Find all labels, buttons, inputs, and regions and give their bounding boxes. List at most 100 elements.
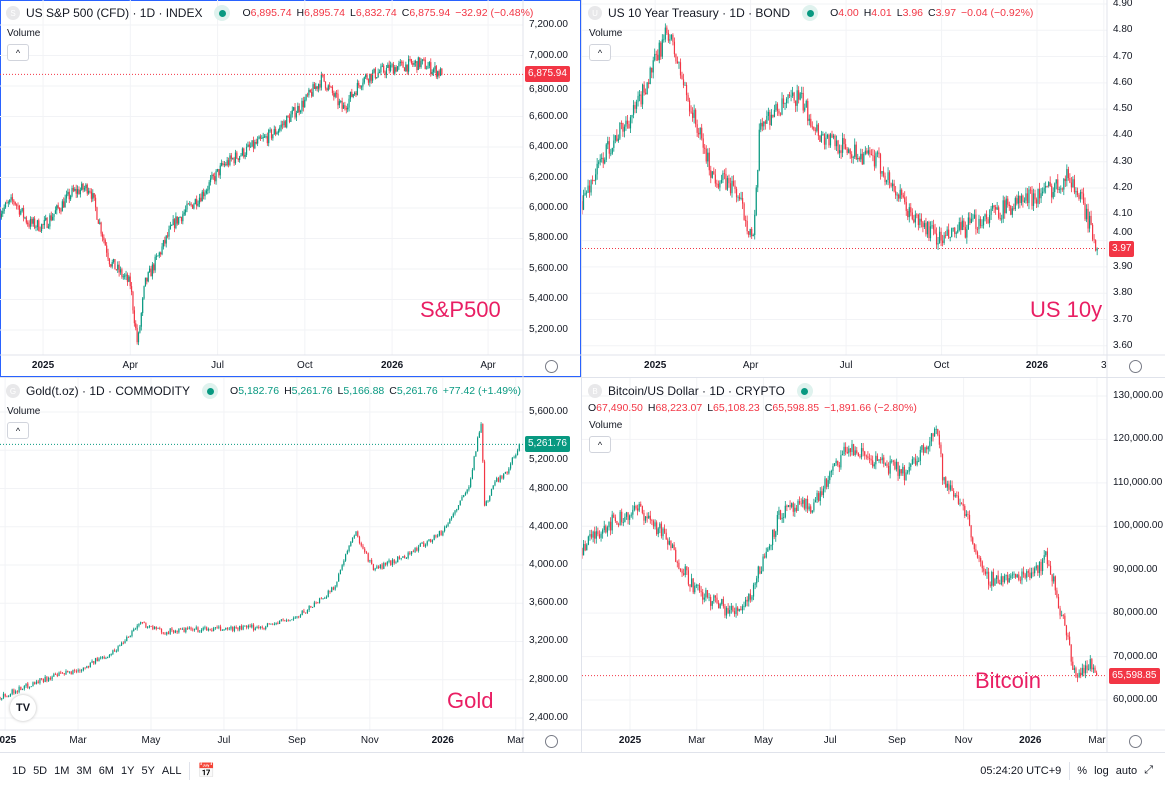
candle-body [698, 132, 700, 135]
candle-body [978, 218, 980, 230]
candle-body [32, 682, 34, 687]
ohlc-key: C [401, 7, 410, 19]
chart-tag-label: US 10y [1030, 297, 1103, 322]
range-5d[interactable]: 5D [33, 764, 48, 777]
candle-body [600, 533, 602, 538]
candle-body [798, 90, 800, 100]
candle-body [250, 146, 252, 148]
auto-toggle[interactable]: auto [1115, 764, 1138, 777]
candle-body [698, 585, 701, 591]
candle-body [306, 610, 309, 614]
candle-body [995, 207, 997, 210]
candle-body [779, 113, 782, 115]
candle-body [272, 134, 274, 139]
axis-settings-icon[interactable] [1129, 735, 1142, 748]
candle-body [1024, 574, 1026, 578]
candle-body [23, 686, 25, 689]
candle-body [402, 556, 404, 558]
axis-settings-icon[interactable] [1129, 360, 1142, 373]
candle-body [940, 231, 942, 241]
candle-body [16, 691, 18, 693]
candle-body [799, 93, 801, 100]
candle-body [75, 671, 78, 672]
go-to-date-icon[interactable]: 📅 [197, 762, 215, 778]
range-6m[interactable]: 6M [98, 764, 114, 777]
candle-body [922, 445, 925, 453]
range-1y[interactable]: 1Y [120, 764, 135, 777]
chart-canvas[interactable] [582, 378, 1165, 752]
range-5y[interactable]: 5Y [141, 764, 155, 777]
clock-timezone[interactable]: 05:24:20 UTC+9 [980, 764, 1062, 777]
candle-body [21, 208, 23, 211]
candle-body [1052, 192, 1054, 198]
candle-body [907, 210, 909, 218]
price-tick-label: 6,200.00 [529, 171, 568, 183]
ohlc-c: C3.97 [928, 7, 956, 19]
candle-body [100, 657, 102, 659]
candle-body [255, 142, 257, 144]
axis-settings-icon[interactable] [545, 360, 558, 373]
candle-body [244, 154, 246, 157]
candle-body [622, 521, 624, 523]
chart-canvas[interactable] [0, 0, 581, 377]
log-toggle[interactable]: log [1094, 764, 1109, 777]
candle-body [174, 630, 177, 633]
ohlc-values: O5,182.76 H5,261.76 L5,166.88 C5,261.76 +77.… [230, 385, 521, 397]
candle-body [25, 683, 27, 687]
collapse-volume-button[interactable]: ^ [7, 44, 29, 61]
ohlc-key: O [830, 7, 839, 19]
candle-body [193, 628, 196, 631]
candle-body [981, 561, 983, 569]
percent-toggle[interactable]: % [1077, 764, 1088, 777]
range-1m[interactable]: 1M [54, 764, 70, 777]
candle-body [302, 100, 304, 108]
collapse-volume-button[interactable]: ^ [7, 422, 29, 439]
candle-body [108, 654, 111, 657]
candle-body [400, 557, 402, 559]
candle-body [94, 658, 97, 664]
candle-body [383, 563, 385, 569]
candle-body [348, 545, 350, 552]
pane-bitcoin[interactable]: 130,000.00 120,000.00 110,000.00 100,000.00… [582, 378, 1165, 752]
range-3m[interactable]: 3M [76, 764, 92, 777]
candle-body [705, 590, 707, 598]
price-tick-label: 4.50 [1113, 103, 1133, 115]
chart-canvas[interactable] [0, 378, 581, 752]
candle-body [258, 626, 260, 628]
candle-body [690, 111, 692, 113]
candle-body [182, 214, 184, 222]
candle-body [853, 444, 855, 456]
candle-body [1020, 195, 1022, 204]
candle-body [892, 460, 894, 462]
candle-body [980, 557, 982, 562]
range-1d[interactable]: 1D [12, 764, 27, 777]
candle-body [48, 677, 50, 682]
candle-body [94, 197, 97, 208]
candle-body [7, 202, 9, 204]
candle-body [945, 477, 947, 488]
collapse-volume-button[interactable]: ^ [589, 44, 611, 61]
tradingview-logo[interactable]: TV [10, 695, 36, 721]
candle-body [119, 645, 121, 647]
candle-body [601, 157, 603, 159]
candle-body [695, 109, 697, 125]
candle-body [490, 488, 493, 496]
candle-body [934, 429, 936, 437]
candle-body [734, 185, 736, 189]
candle-body [277, 130, 280, 133]
candle-body [166, 632, 168, 635]
candle-body [237, 627, 239, 630]
candle-body [180, 628, 182, 630]
pane-sp500[interactable]: 7,200.00 7,000.00 6,800.00 6,600.00 6,400.00… [0, 0, 581, 377]
fullscreen-icon[interactable]: ⤢ [1144, 764, 1153, 776]
candle-body [749, 593, 751, 600]
candle-body [216, 169, 219, 172]
pane-us10y[interactable]: 4.90 4.80 4.70 4.60 4.50 4.40 4.30 4.20 4.10 4.00… [582, 0, 1165, 377]
chart-canvas[interactable] [582, 0, 1165, 377]
pane-gold[interactable]: 5,600.00 5,200.00 4,800.00 4,400.00 4,000.00… [0, 378, 581, 752]
candle-body [651, 67, 653, 73]
candle-body [248, 144, 250, 147]
collapse-volume-button[interactable]: ^ [589, 436, 611, 453]
range-all[interactable]: ALL [161, 764, 182, 777]
axis-settings-icon[interactable] [545, 735, 558, 748]
